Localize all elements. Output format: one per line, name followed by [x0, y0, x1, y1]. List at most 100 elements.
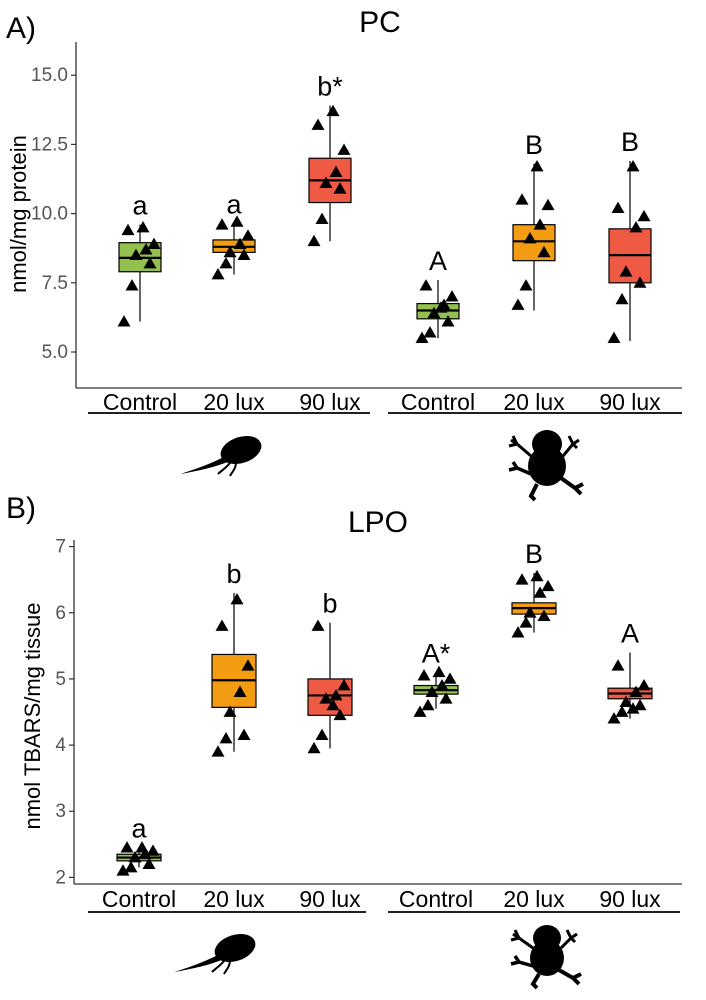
data-point-triangle	[211, 268, 225, 280]
panel-a-box-6: B	[607, 127, 652, 344]
data-point-triangle	[120, 841, 134, 853]
panel-b-box-3: b	[307, 589, 353, 754]
data-point-triangle	[215, 619, 229, 631]
data-point-triangle	[541, 198, 555, 211]
data-point-triangle	[125, 279, 139, 291]
panel-b-box-5: B	[511, 539, 557, 638]
panel-a-box-4: A	[415, 246, 460, 344]
data-point-triangle	[319, 176, 333, 189]
data-point-triangle	[519, 279, 533, 291]
panel-b-category-label: 90 lux	[599, 886, 661, 912]
data-point-triangle	[443, 672, 457, 684]
data-point-triangle	[619, 695, 633, 707]
data-point-triangle	[311, 118, 325, 130]
data-point-triangle	[326, 104, 340, 117]
data-point-triangle	[233, 237, 247, 249]
panel-a-box-2: a	[211, 189, 256, 280]
data-point-triangle	[537, 609, 551, 621]
data-point-triangle	[619, 265, 633, 277]
panel-b-y-tick-label: 5	[55, 669, 66, 690]
data-point-triangle	[143, 256, 157, 269]
tadpole-silhouette-icon	[174, 934, 256, 975]
data-point-triangle	[124, 860, 138, 873]
data-point-triangle	[637, 209, 651, 222]
panel-a-category-label: 20 lux	[203, 389, 265, 415]
data-point-triangle	[633, 276, 647, 288]
data-point-triangle	[523, 232, 537, 244]
data-point-triangle	[626, 160, 640, 172]
data-point-triangle	[329, 688, 343, 701]
data-point-triangle	[237, 728, 251, 741]
panel-b-box-1: a	[116, 814, 162, 876]
data-point-triangle	[233, 685, 247, 698]
data-point-triangle	[629, 220, 643, 233]
significance-label: A	[429, 246, 447, 276]
data-point-triangle	[223, 705, 237, 717]
panel-b: B) LPO nmol TBARS/mg tissue 2 3 4 5 6 7 a Contr…	[6, 492, 682, 990]
panel-a-y-tick-label: 7.5	[42, 273, 68, 294]
data-point-triangle	[432, 665, 446, 678]
panel-a-y-axis-label: nmol/mg protein	[6, 135, 31, 293]
significance-label: a	[132, 191, 148, 221]
panel-a-category-label: Control	[401, 389, 475, 415]
data-point-triangle	[219, 731, 233, 744]
panel-a-y-tick-label: 10.0	[31, 204, 68, 225]
data-point-triangle	[237, 248, 251, 261]
data-point-triangle	[515, 573, 529, 585]
data-point-triangle	[435, 679, 449, 691]
data-point-triangle	[230, 593, 244, 605]
data-point-triangle	[311, 619, 325, 631]
data-point-triangle	[533, 218, 547, 230]
panel-b-label: B)	[6, 492, 36, 525]
panel-a-title: PC	[359, 6, 401, 39]
significance-label: B	[525, 539, 543, 569]
data-point-triangle	[142, 857, 156, 870]
panel-b-y-tick-label: 7	[55, 537, 66, 558]
data-point-triangle	[337, 679, 351, 691]
data-point-triangle	[519, 616, 533, 628]
data-point-triangle	[138, 847, 152, 860]
data-point-triangle	[230, 215, 244, 227]
panel-a-y-tick-label: 15.0	[31, 65, 68, 86]
data-point-triangle	[537, 245, 551, 258]
data-point-triangle	[425, 685, 439, 698]
data-point-triangle	[629, 685, 643, 698]
data-point-triangle	[128, 851, 142, 863]
significance-label: b	[322, 589, 337, 619]
panel-b-title: LPO	[348, 506, 408, 539]
significance-label: a	[226, 189, 242, 219]
panel-b-box-4: A*	[413, 638, 459, 717]
panel-a-label: A)	[6, 12, 36, 45]
panel-b-y-tick-label: 4	[55, 735, 66, 756]
data-point-triangle	[223, 245, 237, 258]
panel-b-y-tick-label: 3	[55, 801, 66, 822]
data-point-triangle	[147, 237, 161, 249]
panel-a-category-label: 90 lux	[299, 389, 361, 415]
tadpole-silhouette-icon	[180, 436, 262, 477]
data-point-triangle	[419, 279, 433, 291]
data-point-triangle	[333, 182, 347, 194]
data-point-triangle	[415, 331, 429, 344]
data-point-triangle	[423, 326, 437, 338]
panel-b-category-label: 20 lux	[203, 886, 265, 912]
data-point-triangle	[121, 223, 135, 236]
data-point-triangle	[337, 143, 351, 155]
panel-a-y-tick-label: 12.5	[31, 134, 68, 155]
panel-a: A) PC nmol/mg protein 5.0 7.5 10.0 12.5 15.0…	[6, 6, 682, 502]
data-point-triangle	[307, 234, 321, 247]
panel-a-plot: 5.0 7.5 10.0 12.5 15.0 a Control a 20 lux b* 90 lu…	[31, 65, 661, 415]
data-point-triangle	[515, 193, 529, 205]
data-point-triangle	[541, 579, 555, 592]
data-point-triangle	[611, 201, 625, 213]
data-point-triangle	[611, 659, 625, 671]
data-point-triangle	[523, 606, 537, 618]
data-point-triangle	[116, 864, 130, 876]
data-point-triangle	[511, 626, 525, 638]
data-point-triangle	[136, 220, 150, 233]
panel-a-y-tick-label: 5.0	[42, 342, 68, 363]
panel-a-category-label: Control	[103, 389, 177, 415]
panel-a-box-3: b*	[307, 72, 352, 247]
panel-b-y-tick-label: 6	[55, 603, 66, 624]
data-point-triangle	[615, 705, 629, 717]
data-point-triangle	[607, 331, 621, 344]
